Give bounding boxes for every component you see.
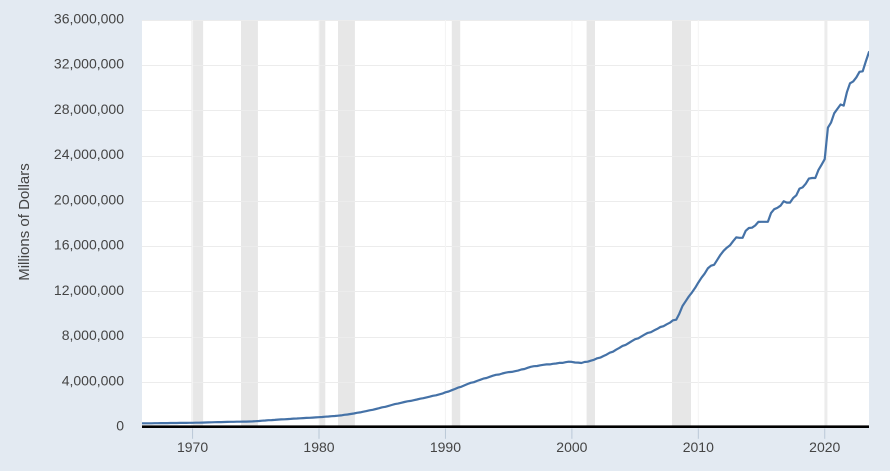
svg-text:32,000,000: 32,000,000 bbox=[54, 56, 124, 72]
svg-text:2020: 2020 bbox=[809, 439, 840, 455]
svg-text:0: 0 bbox=[116, 418, 124, 434]
svg-text:20,000,000: 20,000,000 bbox=[54, 191, 124, 207]
svg-text:2000: 2000 bbox=[556, 439, 587, 455]
svg-text:36,000,000: 36,000,000 bbox=[54, 11, 124, 27]
svg-text:12,000,000: 12,000,000 bbox=[54, 282, 124, 298]
svg-text:2010: 2010 bbox=[683, 439, 714, 455]
svg-text:1970: 1970 bbox=[177, 439, 208, 455]
svg-text:4,000,000: 4,000,000 bbox=[62, 372, 124, 388]
svg-text:24,000,000: 24,000,000 bbox=[54, 146, 124, 162]
svg-text:8,000,000: 8,000,000 bbox=[62, 327, 124, 343]
svg-text:Millions of Dollars: Millions of Dollars bbox=[16, 163, 33, 281]
svg-text:28,000,000: 28,000,000 bbox=[54, 101, 124, 117]
svg-text:16,000,000: 16,000,000 bbox=[54, 237, 124, 253]
svg-text:1980: 1980 bbox=[303, 439, 334, 455]
svg-text:1990: 1990 bbox=[430, 439, 461, 455]
